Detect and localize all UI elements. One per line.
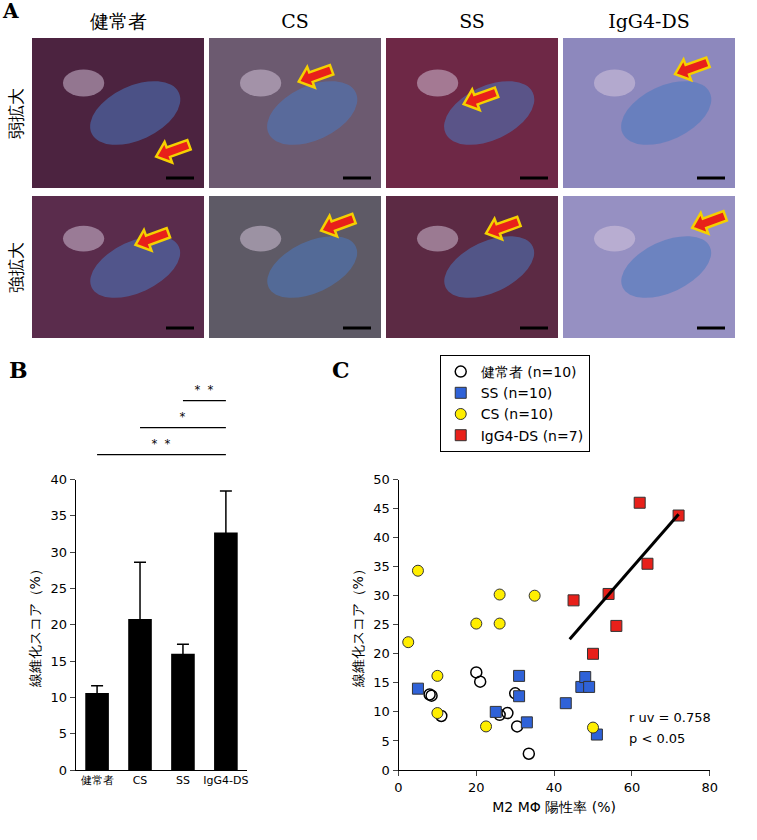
svg-text:0: 0 bbox=[59, 763, 67, 778]
svg-text:＊: ＊ bbox=[176, 409, 189, 424]
svg-text:40: 40 bbox=[546, 780, 563, 795]
svg-text:60: 60 bbox=[624, 780, 641, 795]
svg-text:健常者: 健常者 bbox=[90, 10, 147, 32]
svg-text:30: 30 bbox=[373, 588, 390, 603]
svg-text:5: 5 bbox=[382, 734, 390, 749]
svg-text:25: 25 bbox=[50, 581, 67, 596]
svg-text:5: 5 bbox=[59, 726, 67, 741]
svg-text:35: 35 bbox=[373, 559, 390, 574]
svg-text:10: 10 bbox=[50, 690, 67, 705]
svg-text:20: 20 bbox=[50, 617, 67, 632]
svg-text:0: 0 bbox=[382, 763, 390, 778]
svg-text:80: 80 bbox=[701, 780, 718, 795]
svg-text:SS (n=10): SS (n=10) bbox=[481, 385, 553, 401]
svg-text:強拡大: 強拡大 bbox=[6, 242, 26, 293]
svg-text:A: A bbox=[2, 0, 19, 23]
svg-text:25: 25 bbox=[373, 617, 390, 632]
svg-text:弱拡大: 弱拡大 bbox=[6, 88, 26, 139]
svg-text:健常者 (n=10): 健常者 (n=10) bbox=[481, 364, 577, 380]
svg-text:C: C bbox=[332, 357, 350, 383]
svg-text:30: 30 bbox=[50, 545, 67, 560]
svg-text:＊＊: ＊＊ bbox=[191, 382, 217, 397]
svg-text:40: 40 bbox=[373, 530, 390, 545]
svg-text:IgG4-DS: IgG4-DS bbox=[203, 774, 248, 787]
svg-text:健常者: 健常者 bbox=[81, 774, 114, 787]
svg-text:SS: SS bbox=[176, 774, 190, 787]
svg-text:SS: SS bbox=[459, 10, 485, 32]
svg-text:20: 20 bbox=[468, 780, 485, 795]
svg-text:r uv = 0.758: r uv = 0.758 bbox=[629, 710, 711, 725]
svg-text:＊＊: ＊＊ bbox=[148, 436, 174, 451]
svg-text:CS: CS bbox=[133, 774, 148, 787]
svg-text:20: 20 bbox=[373, 646, 390, 661]
svg-text:15: 15 bbox=[373, 675, 390, 690]
svg-text:IgG4-DS (n=7): IgG4-DS (n=7) bbox=[481, 428, 583, 444]
svg-text:45: 45 bbox=[373, 501, 390, 516]
svg-text:50: 50 bbox=[373, 472, 390, 487]
svg-text:M2 MΦ 陽性率 (%): M2 MΦ 陽性率 (%) bbox=[492, 799, 616, 815]
svg-text:線維化スコア（%）: 線維化スコア（%） bbox=[350, 562, 366, 688]
svg-text:CS: CS bbox=[281, 10, 309, 32]
svg-text:線維化スコア（%）: 線維化スコア（%） bbox=[27, 562, 43, 688]
svg-text:IgG4-DS: IgG4-DS bbox=[608, 10, 690, 32]
svg-text:10: 10 bbox=[373, 704, 390, 719]
svg-text:40: 40 bbox=[50, 472, 67, 487]
svg-text:15: 15 bbox=[50, 654, 67, 669]
svg-text:0: 0 bbox=[394, 780, 402, 795]
svg-text:B: B bbox=[9, 357, 28, 383]
svg-text:CS (n=10): CS (n=10) bbox=[481, 406, 553, 422]
svg-text:p < 0.05: p < 0.05 bbox=[629, 731, 685, 746]
svg-text:35: 35 bbox=[50, 508, 67, 523]
